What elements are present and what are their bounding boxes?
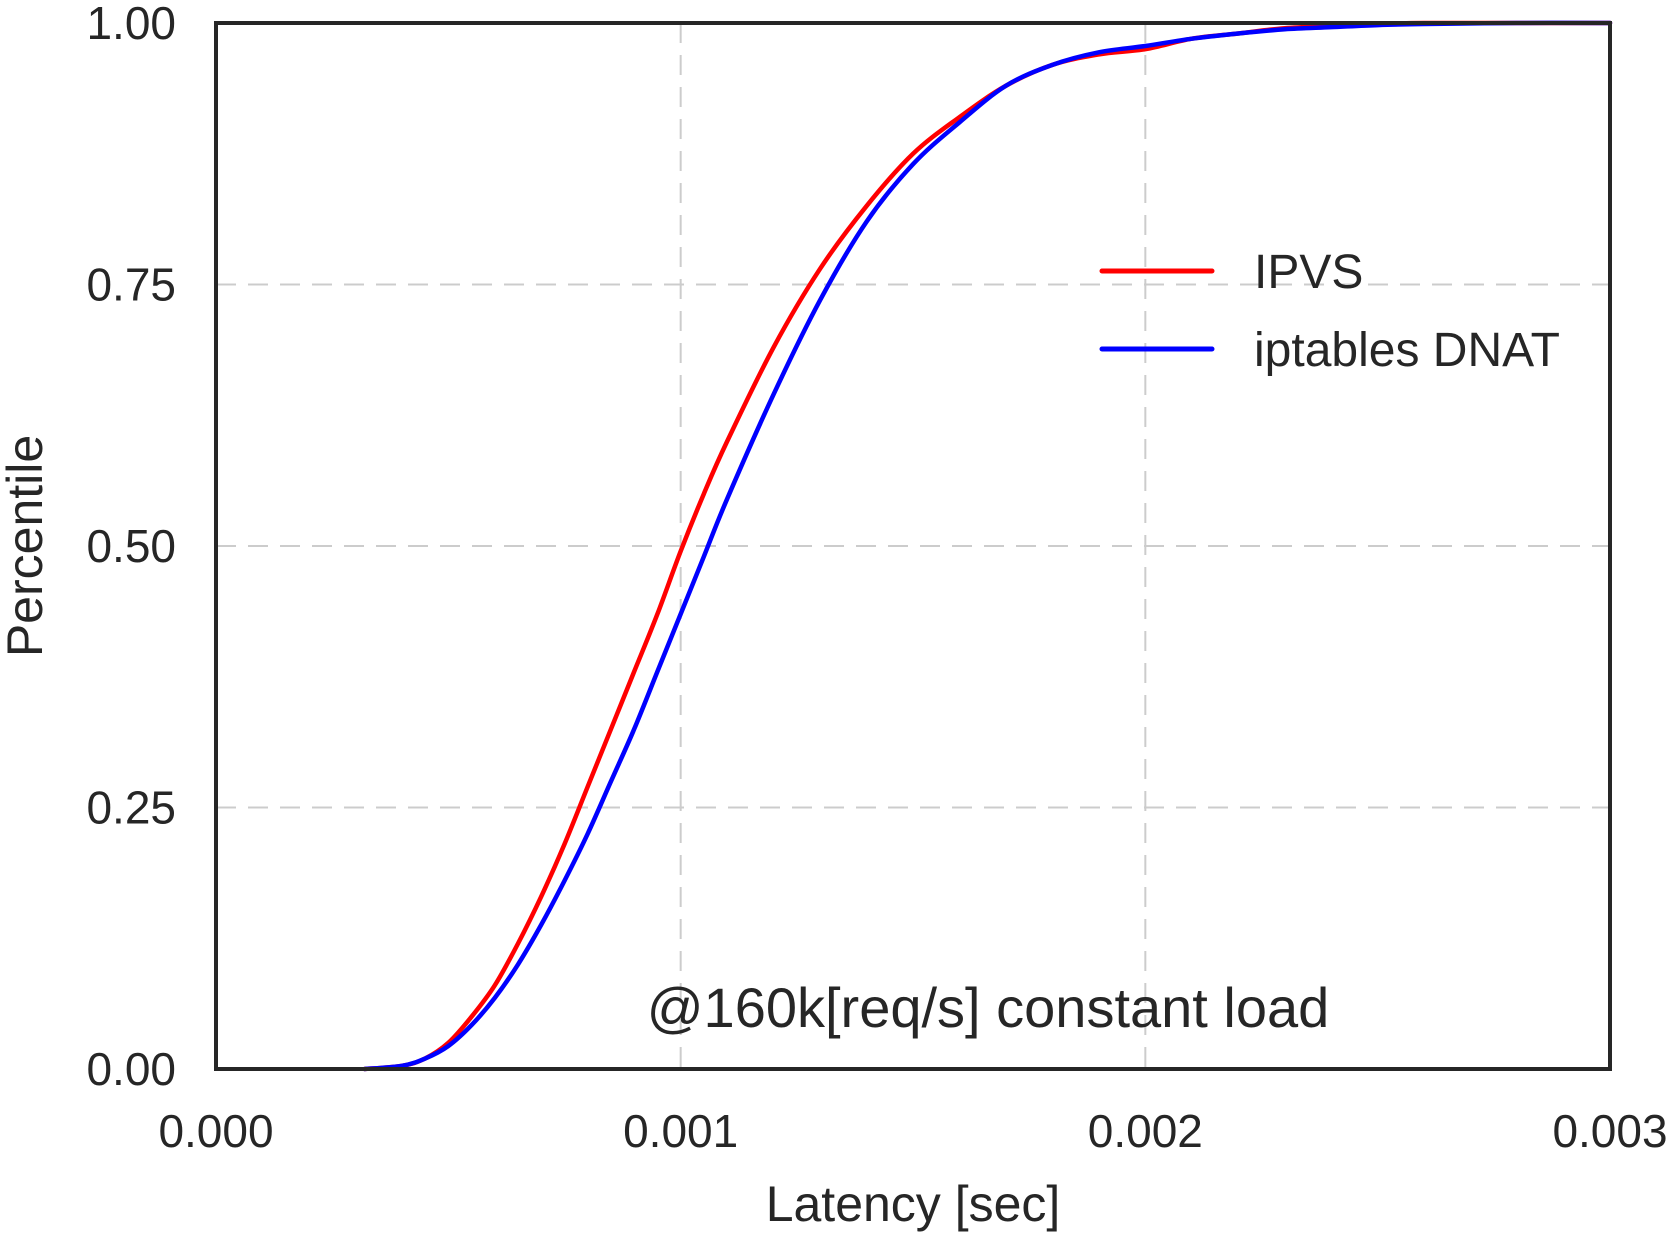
plot-frame xyxy=(214,21,1612,1071)
x-tick-label: 0.002 xyxy=(1088,1105,1203,1157)
x-axis-label: Latency [sec] xyxy=(766,1176,1061,1232)
chart-annotation: @160k[req/s] constant load xyxy=(647,976,1330,1039)
series-lines xyxy=(362,20,1613,1072)
legend: IPVS iptables DNAT xyxy=(1099,246,1560,377)
series-line-iptables-dnat xyxy=(362,20,1613,1072)
legend-label-ipvs: IPVS xyxy=(1254,246,1363,299)
x-tick-label: 0.001 xyxy=(623,1105,738,1157)
y-axis-label: Percentile xyxy=(0,435,53,657)
y-axis-ticks: 0.00 0.25 0.50 0.75 1.00 xyxy=(86,0,176,1095)
grid xyxy=(216,23,1610,1069)
y-tick-label: 0.75 xyxy=(86,259,176,311)
x-tick-label: 0.003 xyxy=(1552,1105,1667,1157)
y-tick-label: 0.50 xyxy=(86,520,176,572)
x-axis-ticks: 0.000 0.001 0.002 0.003 xyxy=(158,1105,1667,1157)
x-tick-label: 0.000 xyxy=(158,1105,273,1157)
legend-label-iptables-dnat: iptables DNAT xyxy=(1254,324,1560,377)
y-tick-label: 0.25 xyxy=(86,782,176,834)
y-tick-label: 0.00 xyxy=(86,1043,176,1095)
y-tick-label: 1.00 xyxy=(86,0,176,49)
